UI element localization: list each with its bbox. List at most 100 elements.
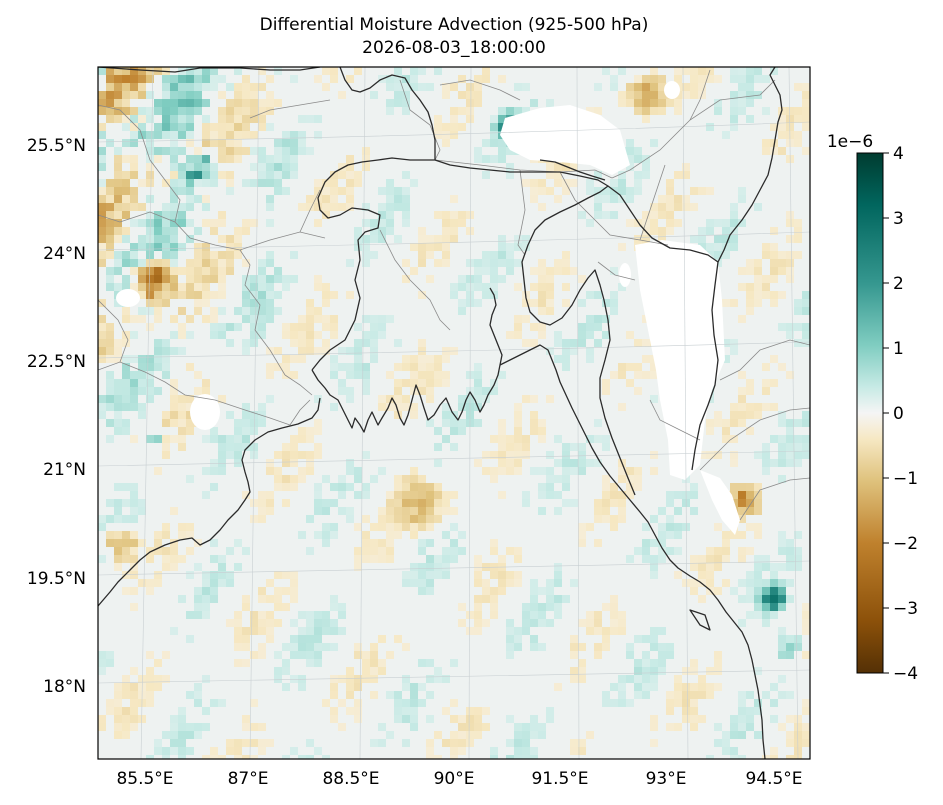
field-cell (122, 139, 130, 147)
field-cell (298, 147, 306, 155)
field-cell (506, 147, 514, 155)
field-cell (330, 323, 338, 331)
field-cell (114, 219, 122, 227)
field-cell (362, 491, 370, 499)
field-cell (378, 539, 386, 547)
field-cell (634, 363, 642, 371)
field-cell (370, 315, 378, 323)
field-cell (514, 555, 522, 563)
field-cell (426, 523, 434, 531)
field-cell (266, 315, 274, 323)
field-cell (754, 507, 762, 515)
field-cell (770, 611, 778, 619)
field-cell (306, 547, 314, 555)
field-cell (154, 235, 162, 243)
field-cell (602, 643, 610, 651)
field-cell (530, 283, 538, 291)
field-cell (266, 611, 274, 619)
field-cell (274, 475, 282, 483)
field-cell (690, 699, 698, 707)
myanmar-coast-islands (689, 609, 711, 631)
field-cell (322, 507, 330, 515)
field-cell (338, 387, 346, 395)
field-cell (106, 323, 114, 331)
field-cell (458, 715, 466, 723)
field-cell (514, 315, 522, 323)
field-cell (178, 291, 186, 299)
y-axis: 25.5°N 24°N 22.5°N 21°N 19.5°N 18°N (27, 136, 86, 697)
field-cell (114, 203, 122, 211)
field-cell (402, 99, 410, 107)
field-cell (330, 315, 338, 323)
field-cell (418, 515, 426, 523)
field-cell (450, 659, 458, 667)
field-cell (266, 467, 274, 475)
field-cell (450, 123, 458, 131)
field-cell (706, 683, 714, 691)
field-cell (170, 379, 178, 387)
field-cell (474, 723, 482, 731)
field-cell (394, 499, 402, 507)
field-cell (626, 643, 634, 651)
field-cell (538, 587, 546, 595)
field-cell (666, 227, 674, 235)
field-cell (714, 243, 722, 251)
field-cell (642, 235, 650, 243)
field-cell (410, 363, 418, 371)
x-tick-label: 94.5°E (745, 769, 802, 789)
field-cell (106, 283, 114, 291)
field-cell (634, 683, 642, 691)
field-cell (450, 235, 458, 243)
field-cell (666, 531, 674, 539)
field-cell (546, 307, 554, 315)
field-cell (714, 451, 722, 459)
field-cell (418, 291, 426, 299)
field-cell (402, 739, 410, 747)
field-cell (578, 619, 586, 627)
field-cell (514, 403, 522, 411)
field-cell (674, 683, 682, 691)
field-cell (674, 107, 682, 115)
field-cell (650, 219, 658, 227)
field-cell (362, 539, 370, 547)
field-cell (442, 739, 450, 747)
field-cell (522, 443, 530, 451)
field-cell (250, 499, 258, 507)
field-cell (674, 675, 682, 683)
field-cell (546, 275, 554, 283)
field-cell (394, 635, 402, 643)
field-cell (634, 675, 642, 683)
field-cell (458, 107, 466, 115)
field-cell (290, 147, 298, 155)
field-cell (162, 731, 170, 739)
field-cell (618, 371, 626, 379)
field-cell (194, 179, 202, 187)
field-cell (234, 539, 242, 547)
field-cell (98, 651, 106, 659)
field-cell (778, 291, 786, 299)
field-cell (186, 635, 194, 643)
field-cell (338, 627, 346, 635)
field-cell (410, 563, 418, 571)
field-cell (762, 611, 770, 619)
field-cell (386, 107, 394, 115)
field-cell (234, 755, 242, 759)
field-cell (594, 171, 602, 179)
field-cell (506, 259, 514, 267)
field-cell (602, 387, 610, 395)
field-cell (370, 339, 378, 347)
field-cell (298, 347, 306, 355)
field-cell (98, 339, 106, 347)
field-cell (730, 531, 738, 539)
field-cell (426, 243, 434, 251)
field-cell (250, 275, 258, 283)
field-cell (314, 491, 322, 499)
field-cell (330, 291, 338, 299)
field-cell (330, 603, 338, 611)
field-cell (274, 163, 282, 171)
field-cell (650, 227, 658, 235)
field-cell (130, 547, 138, 555)
field-cell (274, 675, 282, 683)
field-cell (690, 691, 698, 699)
field-cell (770, 435, 778, 443)
